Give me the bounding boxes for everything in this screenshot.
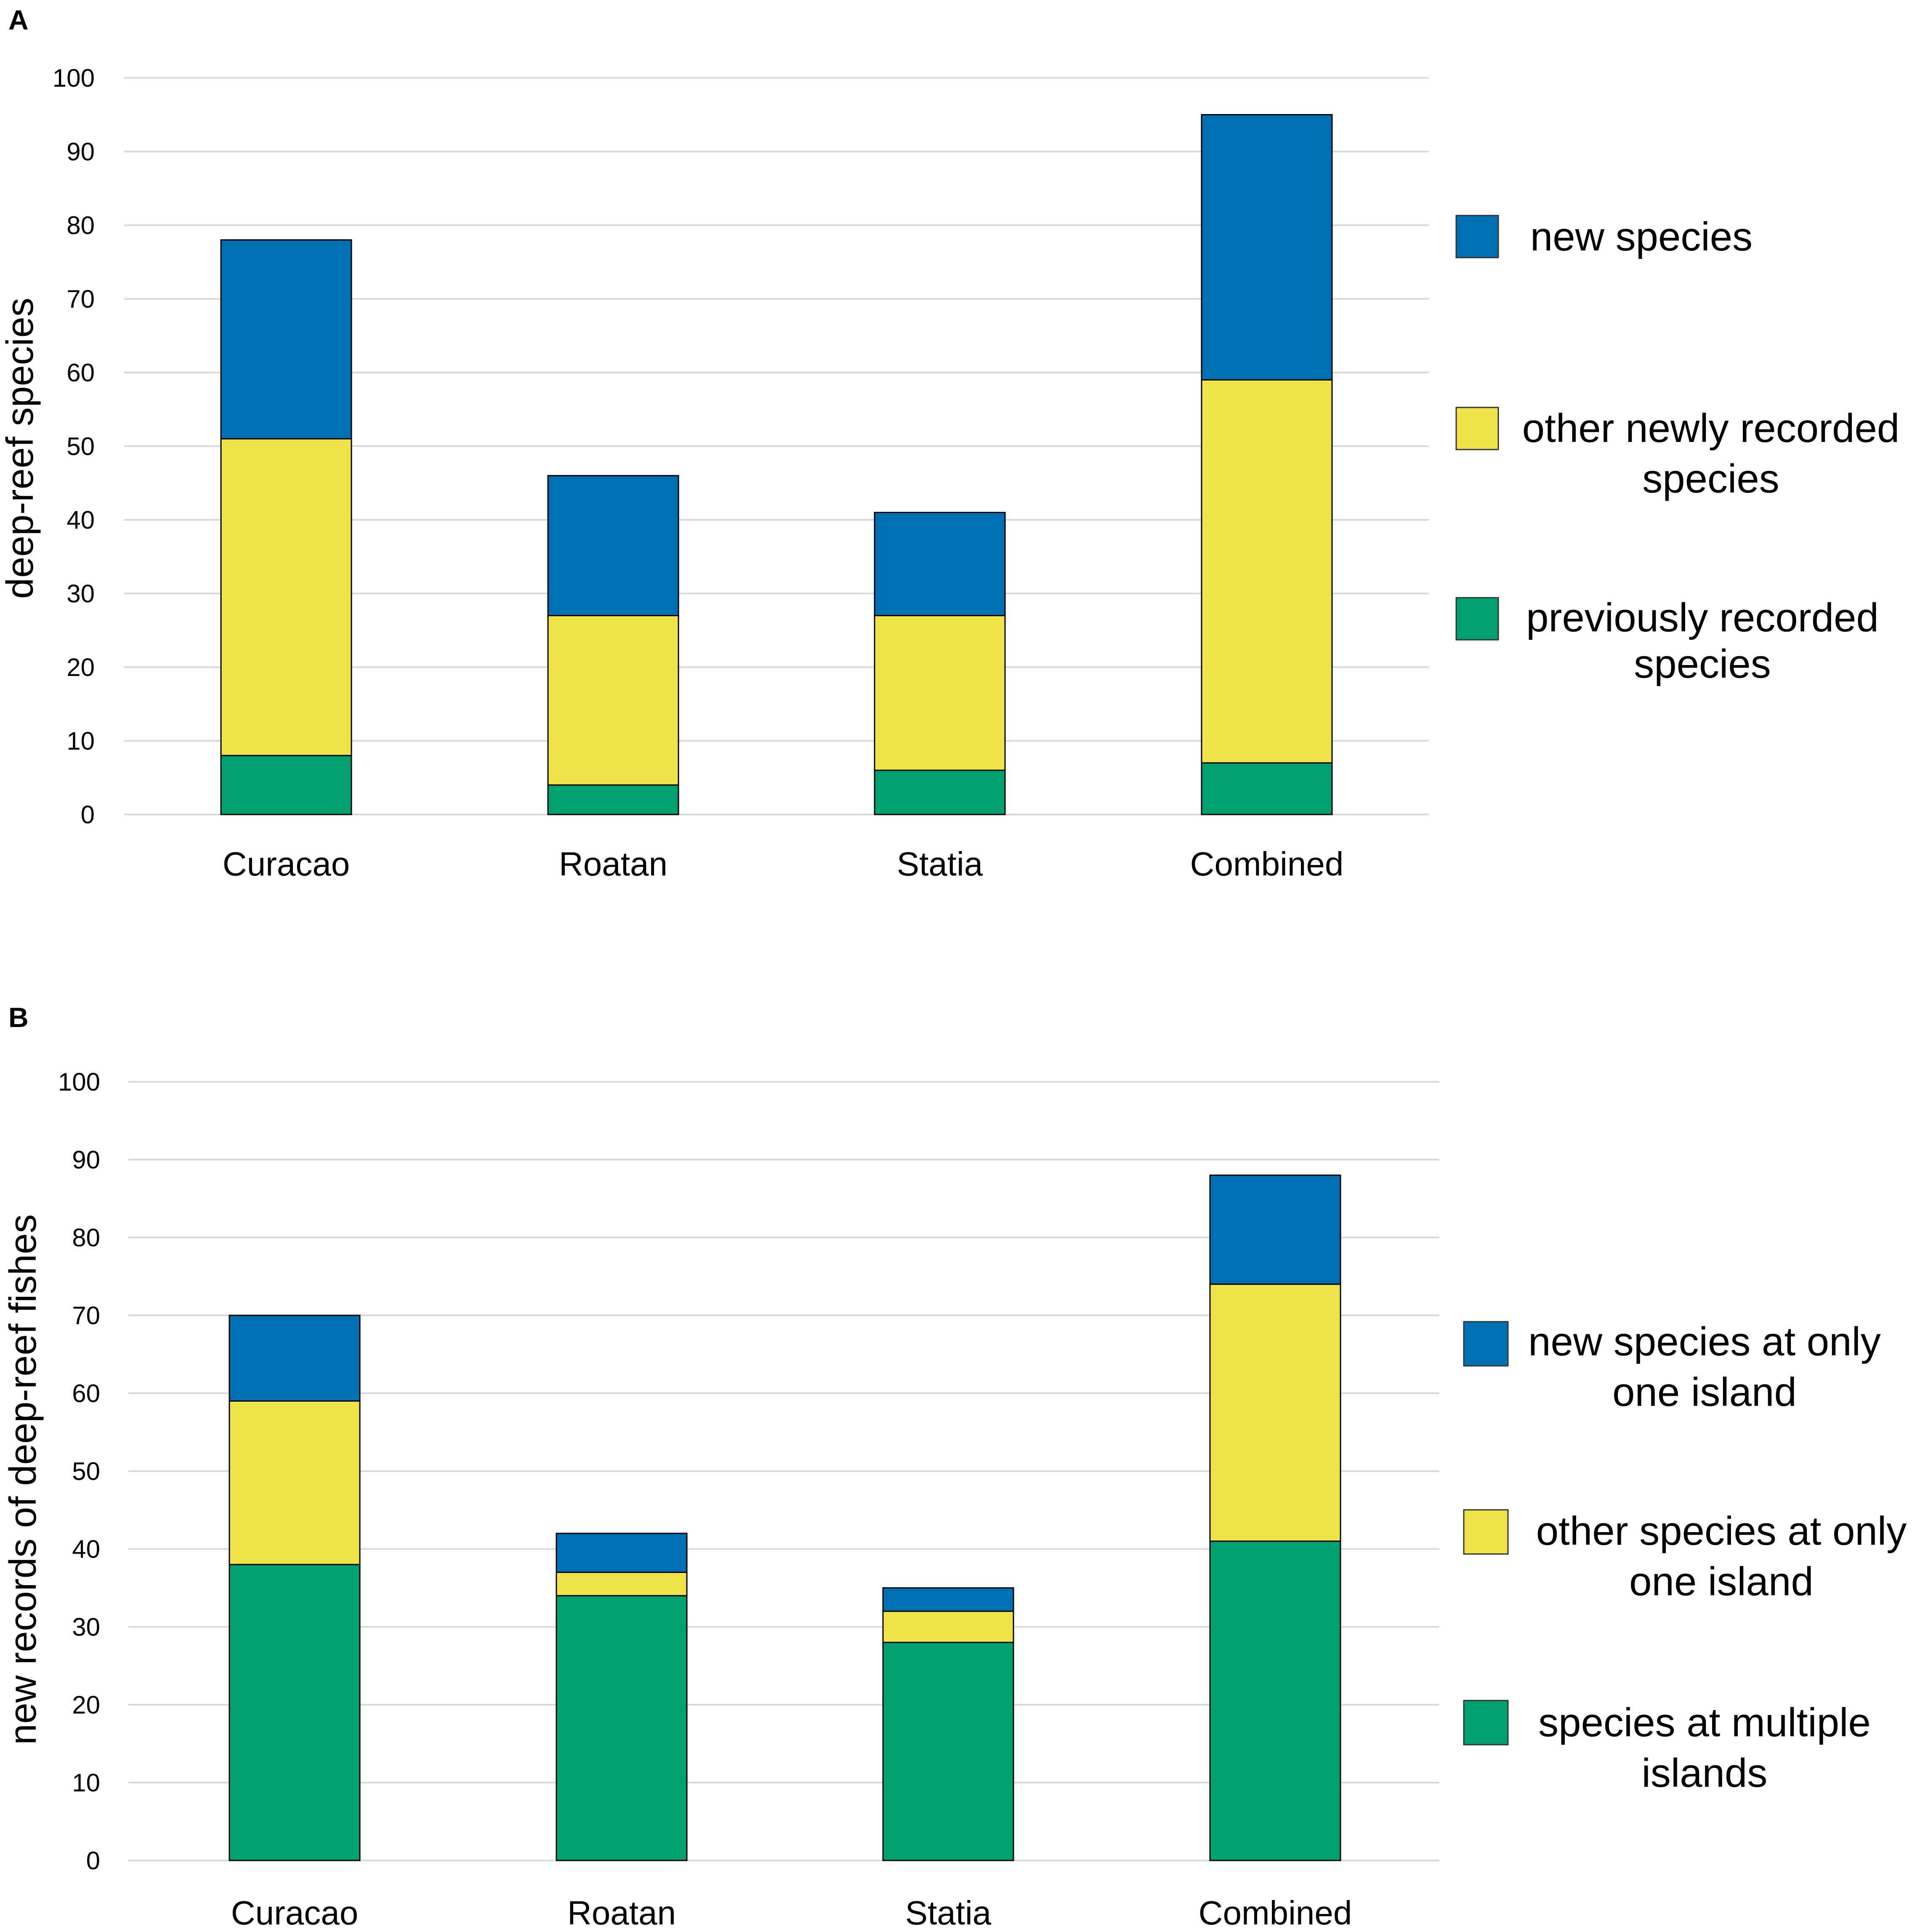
panel-a-legend-label: species xyxy=(1634,641,1771,687)
panel-a-category-label: Roatan xyxy=(559,845,667,883)
panel-a-y-tick-label: 50 xyxy=(66,432,95,460)
panel-a-y-axis-title: deep-reef species xyxy=(0,298,41,599)
panel-a: A 0 10 20 30 40 50 60 70 80 90 100 Curacao Roatan St… xyxy=(0,4,1899,883)
panel-a-categories: Curacao Roatan Statia Combined xyxy=(223,845,1344,883)
panel-a-category-label: Statia xyxy=(897,845,983,883)
panel-a-bar-statia-other-newly-recorded-species xyxy=(874,615,1006,771)
panel-b-bar-statia-other-species-at-only-one-island xyxy=(882,1610,1014,1643)
panel-a-legend-label: species xyxy=(1642,456,1779,501)
panel-a-y-ticks: 0 10 20 30 40 50 60 70 80 90 100 xyxy=(53,64,95,829)
panel-b-bar-combined-other-species-at-only-one-island xyxy=(1209,1283,1341,1542)
panel-a-bar-curacao-previously-recorded-species xyxy=(220,755,352,815)
panel-b-bar-curacao-other-species-at-only-one-island xyxy=(229,1400,361,1565)
panel-b-legend-label: islands xyxy=(1642,1751,1768,1796)
panel-b-y-tick-label: 70 xyxy=(72,1301,100,1330)
panel-b-bar-statia-new-species-at-only-one-island xyxy=(882,1587,1014,1612)
panel-a-bar-combined-previously-recorded-species xyxy=(1201,762,1333,815)
panel-b-y-tick-label: 60 xyxy=(72,1379,100,1408)
panel-b-y-tick-label: 90 xyxy=(72,1146,100,1174)
panel-b-bar-curacao-species-at-multiple-islands xyxy=(229,1564,361,1861)
panel-a-bar-roatan-other-newly-recorded-species xyxy=(547,615,679,786)
panel-a-y-tick-label: 60 xyxy=(66,359,95,387)
panel-a-y-tick-label: 100 xyxy=(53,64,95,92)
panel-b-bar-roatan-other-species-at-only-one-island xyxy=(556,1572,688,1597)
panel-a-category-label: Combined xyxy=(1190,845,1344,883)
panel-a-y-tick-label: 30 xyxy=(66,580,95,608)
panel-b-category-label: Combined xyxy=(1199,1894,1352,1932)
panel-b-legend-label: one island xyxy=(1629,1559,1814,1604)
panel-a-label: A xyxy=(8,4,29,35)
panel-b-legend-swatch xyxy=(1463,1509,1509,1555)
panel-a-bar-combined-new-species xyxy=(1201,114,1333,381)
panel-a-legend-label: previously recorded xyxy=(1526,595,1879,640)
panel-a-legend-swatch xyxy=(1455,407,1499,450)
panel-b-legend: new species at only one island other speci… xyxy=(1463,1319,1907,1796)
panel-b-legend-swatch xyxy=(1463,1321,1509,1367)
panel-a-bar-curacao-other-newly-recorded-species xyxy=(220,438,352,756)
panel-b-legend-label: one island xyxy=(1612,1370,1797,1415)
panel-b-bar-curacao-new-species-at-only-one-island xyxy=(229,1315,361,1402)
panel-a-bar-statia-new-species xyxy=(874,512,1006,616)
panel-b-y-tick-label: 20 xyxy=(72,1691,100,1719)
panel-a-y-tick-label: 90 xyxy=(66,138,95,166)
panel-a-y-tick-label: 40 xyxy=(66,506,95,534)
panel-a-y-tick-label: 10 xyxy=(66,727,95,755)
panel-a-bar-statia-previously-recorded-species xyxy=(874,769,1006,815)
panel-b-y-tick-label: 40 xyxy=(72,1535,100,1563)
panel-b-y-tick-label: 100 xyxy=(58,1068,100,1096)
panel-b-category-label: Roatan xyxy=(567,1894,676,1932)
panel-b-bar-statia-species-at-multiple-islands xyxy=(882,1642,1014,1861)
panel-a-category-label: Curacao xyxy=(223,845,350,883)
panel-b-y-tick-label: 30 xyxy=(72,1613,100,1641)
panel-a-bar-combined-other-newly-recorded-species xyxy=(1201,379,1333,764)
panel-a-legend-label: new species xyxy=(1530,214,1752,259)
panel-b-bar-roatan-new-species-at-only-one-island xyxy=(556,1533,688,1573)
panel-b: B 0 10 20 30 40 50 60 70 80 90 100 Curacao Roatan St… xyxy=(2,1002,1907,1932)
panel-a-y-tick-label: 80 xyxy=(66,211,95,240)
panel-a-legend-swatch xyxy=(1455,215,1499,258)
panel-b-legend-label: species at multiple xyxy=(1538,1700,1871,1745)
panel-b-bar-roatan-species-at-multiple-islands xyxy=(556,1595,688,1861)
panel-b-y-tick-label: 80 xyxy=(72,1224,100,1252)
panel-b-y-tick-label: 10 xyxy=(72,1769,100,1797)
panel-b-label: B xyxy=(8,1002,29,1033)
panel-b-y-ticks: 0 10 20 30 40 50 60 70 80 90 100 xyxy=(58,1068,100,1875)
panel-b-legend-swatch xyxy=(1463,1700,1509,1746)
panel-b-category-label: Statia xyxy=(905,1894,992,1932)
panel-b-categories: Curacao Roatan Statia Combined xyxy=(231,1894,1352,1932)
panel-b-legend-label: new species at only xyxy=(1528,1319,1881,1364)
panel-a-y-tick-label: 0 xyxy=(81,801,95,829)
panel-a-y-tick-label: 70 xyxy=(66,285,95,313)
panel-a-legend-label: other newly recorded xyxy=(1522,406,1899,451)
panel-b-bar-combined-species-at-multiple-islands xyxy=(1209,1541,1341,1861)
panel-b-bar-combined-new-species-at-only-one-island xyxy=(1209,1174,1341,1285)
panel-b-legend-label: other species at only xyxy=(1536,1509,1907,1554)
panel-a-bar-roatan-previously-recorded-species xyxy=(547,784,679,815)
panel-a-bar-curacao-new-species xyxy=(220,239,352,439)
panel-b-y-tick-label: 50 xyxy=(72,1457,100,1485)
panel-a-legend-swatch xyxy=(1455,597,1499,641)
panel-b-y-tick-label: 0 xyxy=(86,1847,100,1875)
panel-b-y-axis-title: new records of deep-reef fishes xyxy=(2,1214,44,1745)
panel-a-y-tick-label: 20 xyxy=(66,653,95,681)
panel-b-category-label: Curacao xyxy=(231,1894,358,1932)
panel-b-bars xyxy=(229,1174,1341,1861)
panel-a-bars xyxy=(220,114,1333,815)
panel-a-bar-roatan-new-species xyxy=(547,475,679,616)
